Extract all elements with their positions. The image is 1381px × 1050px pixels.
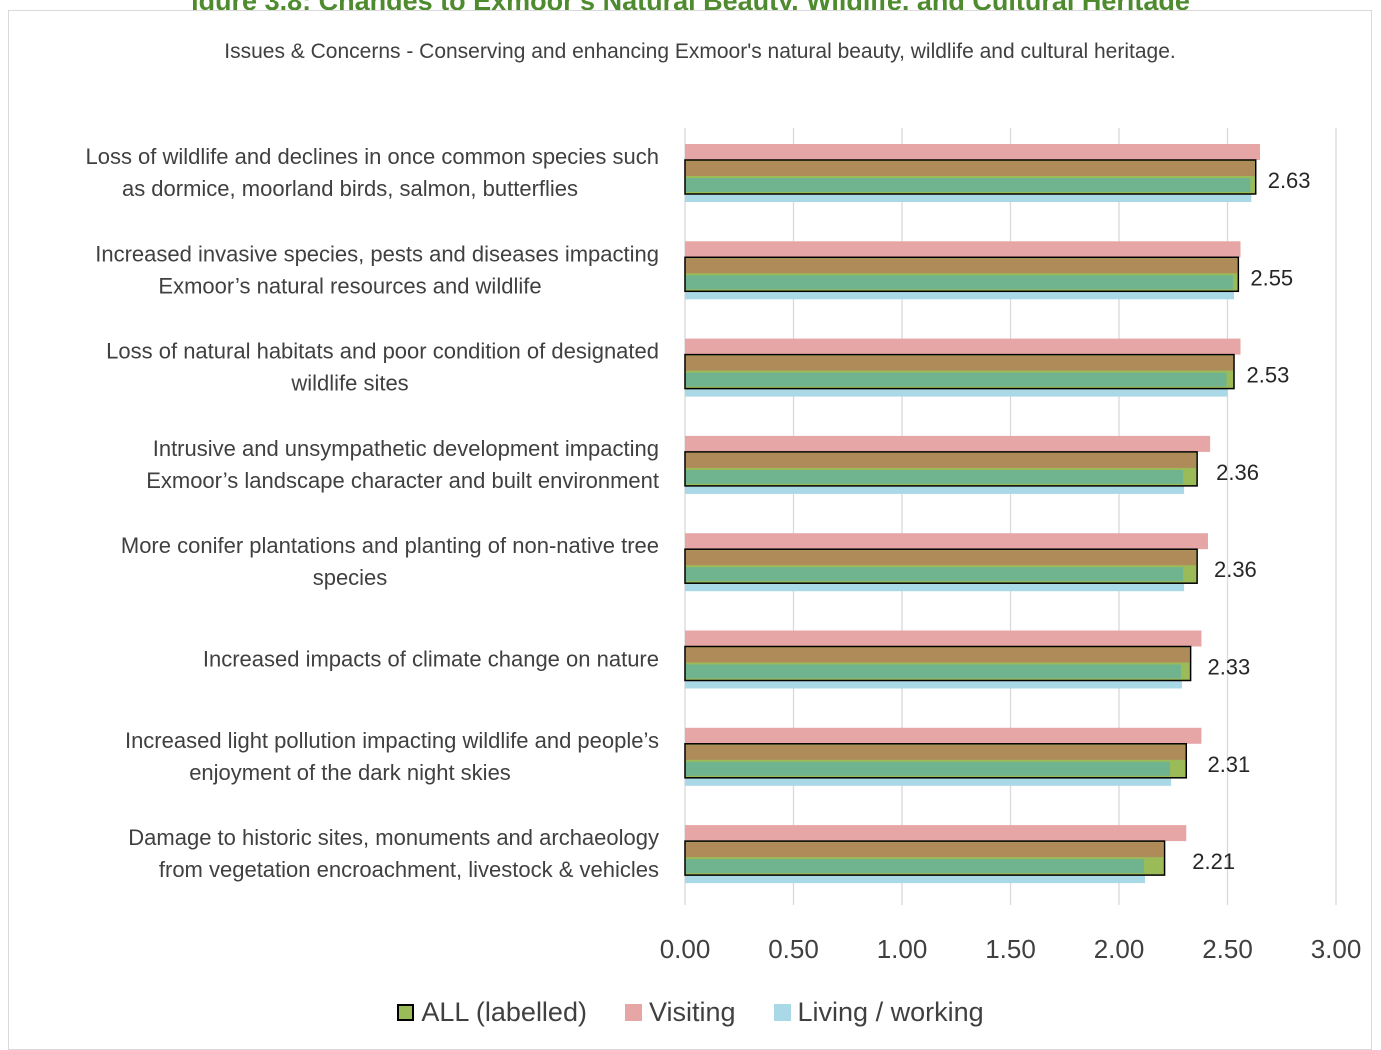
bar-overlap-visiting	[686, 550, 1197, 566]
x-tick-label: 2.00	[1094, 934, 1145, 964]
bar-overlap-visiting	[686, 161, 1255, 176]
category-label: Increased light pollution impacting wild…	[125, 728, 659, 753]
bar-living-working	[685, 289, 1235, 300]
bar-visiting	[685, 630, 1202, 647]
x-tick-label: 0.50	[768, 934, 819, 964]
legend: ALL (labelled) Visiting Living / working	[0, 994, 1381, 1030]
category-label: Loss of natural habitats and poor condit…	[106, 339, 659, 364]
category-label: Damage to historic sites, monuments and …	[128, 825, 659, 850]
category-label: wildlife sites	[290, 371, 408, 396]
bar-overlap-visiting	[686, 452, 1197, 468]
bar-visiting	[685, 338, 1241, 355]
bar-overlap-living	[686, 761, 1171, 776]
category-label: species	[313, 565, 388, 590]
bar-living-working	[685, 775, 1172, 786]
bar-living-working	[685, 678, 1182, 689]
data-label: 2.31	[1207, 752, 1250, 777]
category-label: as dormice, moorland birds, salmon, butt…	[122, 176, 578, 201]
bar-visiting	[685, 727, 1202, 744]
legend-item-all: ALL (labelled)	[397, 997, 587, 1028]
bar-visiting	[685, 144, 1261, 160]
bar-visiting	[685, 435, 1211, 452]
bar-visiting	[685, 825, 1187, 842]
bar-overlap-visiting	[686, 647, 1190, 663]
legend-swatch-living	[773, 1003, 791, 1021]
data-label: 2.63	[1268, 168, 1311, 193]
data-label: 2.36	[1214, 557, 1257, 582]
bar-living-working	[685, 581, 1185, 592]
bar-overlap-visiting	[686, 258, 1238, 274]
category-label: Increased impacts of climate change on n…	[203, 647, 659, 672]
bar-overlap-living	[686, 275, 1234, 290]
category-label: Loss of wildlife and declines in once co…	[85, 144, 659, 169]
legend-label-living: Living / working	[797, 996, 984, 1027]
data-label: 2.53	[1247, 363, 1290, 388]
x-axis-ticks: 0.00 0.50 1.00 1.50 2.00 2.50 3.00	[660, 934, 1362, 964]
category-label: Exmoor’s landscape character and built e…	[146, 468, 659, 493]
bar-overlap-living	[686, 859, 1145, 874]
bar-living-working	[685, 873, 1146, 884]
category-label: Exmoor’s natural resources and wildlife	[158, 273, 541, 298]
data-label: 2.55	[1250, 265, 1293, 290]
category-label: More conifer plantations and planting of…	[121, 533, 659, 558]
bar-visiting	[685, 533, 1208, 550]
bar-living-working	[685, 483, 1185, 494]
legend-item-living: Living / working	[773, 996, 984, 1028]
category-label: from vegetation encroachment, livestock …	[159, 857, 659, 882]
category-labels: Loss of wildlife and declines in once co…	[85, 144, 659, 882]
bar-living-working	[685, 386, 1228, 397]
bar-overlap-living	[686, 469, 1184, 484]
bar-overlap-living	[686, 178, 1251, 192]
legend-label-all: ALL (labelled)	[421, 996, 587, 1027]
bar-visiting	[685, 241, 1241, 258]
legend-item-visiting: Visiting	[624, 996, 736, 1028]
legend-label-visiting: Visiting	[648, 996, 736, 1027]
x-tick-label: 3.00	[1311, 934, 1362, 964]
x-tick-label: 0.00	[660, 934, 711, 964]
data-labels: 2.63 2.55 2.53 2.36 2.36 2.33 2.31 2.21	[1192, 168, 1310, 874]
data-label: 2.33	[1207, 655, 1250, 680]
category-label: enjoyment of the dark night skies	[189, 760, 511, 785]
legend-swatch-visiting	[624, 1003, 642, 1021]
bar-overlap-living	[686, 664, 1181, 679]
bar-overlap-living	[686, 372, 1227, 387]
bar-overlap-visiting	[686, 842, 1164, 858]
bar-living-working	[685, 192, 1252, 202]
data-label: 2.21	[1192, 849, 1235, 874]
category-label: Increased invasive species, pests and di…	[95, 241, 659, 266]
legend-swatch-all	[397, 1003, 415, 1021]
chart-title: Issues & Concerns - Conserving and enhan…	[224, 40, 1176, 63]
category-label: Intrusive and unsympathetic development …	[153, 436, 659, 461]
x-tick-label: 1.50	[985, 934, 1036, 964]
data-label: 2.36	[1216, 460, 1259, 485]
x-tick-label: 2.50	[1202, 934, 1253, 964]
bars	[684, 144, 1261, 884]
bar-overlap-living	[686, 567, 1184, 582]
x-tick-label: 1.00	[877, 934, 928, 964]
bar-overlap-visiting	[686, 355, 1234, 371]
bar-overlap-visiting	[686, 744, 1186, 760]
